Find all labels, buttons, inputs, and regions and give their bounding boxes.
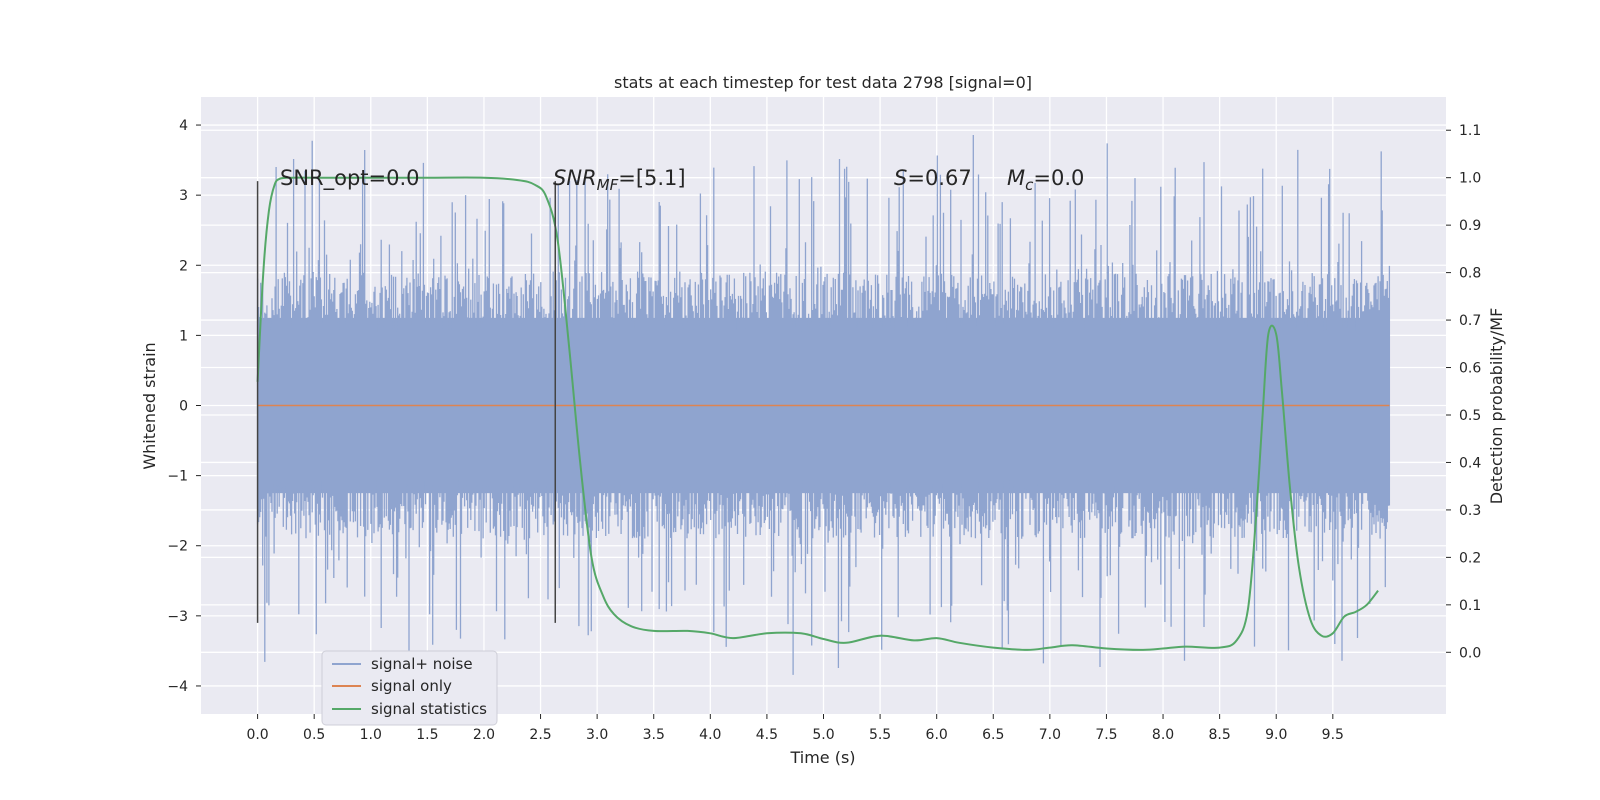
vertical-markers [256, 181, 557, 623]
y-tick-label-right: 0.9 [1459, 218, 1481, 234]
y-tick-label: 2 [179, 258, 188, 274]
s-prefix: S [894, 166, 907, 190]
s-value: =0.67 [907, 166, 971, 190]
y-tick-label-right: 0.2 [1459, 550, 1481, 566]
y-axis-label-right: Detection probability/MF [1487, 308, 1506, 505]
tick-labels: 0.0 0.5 1.0 1.5 2.0 2.5 3.0 3.5 4.0 4.5 5.0 5.5 6.0 6… [167, 118, 1481, 743]
signal-statistics-line [256, 176, 1379, 651]
y-axis-label: Whitened strain [140, 342, 159, 469]
x-tick-label: 1.0 [360, 727, 382, 743]
x-tick-label: 5.5 [869, 727, 891, 743]
y-tick-label: −1 [167, 469, 188, 485]
mc-annotation: Mc=0.0 [1007, 166, 1084, 194]
y-tick-label-right: 0.6 [1459, 361, 1481, 377]
snr-opt-annotation: SNR_opt=0.0 [280, 166, 420, 191]
y-tick-label: −4 [167, 679, 188, 695]
mc-value: =0.0 [1033, 166, 1084, 190]
s-annotation: S=0.67 [894, 166, 972, 190]
y-tick-label-right: 1.0 [1459, 171, 1481, 187]
x-tick-label: 2.5 [529, 727, 551, 743]
x-tick-label: 8.5 [1209, 727, 1231, 743]
mc-subscript: c [1025, 176, 1034, 194]
y-tick-label-right: 0.8 [1459, 266, 1481, 282]
x-tick-label: 0.0 [246, 727, 268, 743]
y-tick-label-right: 0.3 [1459, 503, 1481, 519]
x-tick-label: 3.0 [586, 727, 608, 743]
x-tick-label: 4.0 [699, 727, 721, 743]
x-tick-label: 2.0 [473, 727, 495, 743]
y-tick-label: 0 [179, 399, 188, 415]
legend-label-signal-only: signal only [371, 677, 452, 695]
y-tick-label-right: 0.0 [1459, 645, 1481, 661]
x-tick-label: 3.5 [643, 727, 665, 743]
line-series [256, 176, 1390, 651]
x-tick-label: 6.5 [982, 727, 1004, 743]
y-tick-label-right: 0.1 [1459, 598, 1481, 614]
x-tick-label: 4.5 [756, 727, 778, 743]
legend-box [321, 650, 498, 726]
snr-mf-subscript: MF [597, 176, 619, 194]
y-tick-label: −3 [167, 609, 188, 625]
y-tick-label-right: 0.5 [1459, 408, 1481, 424]
x-tick-label: 1.5 [416, 727, 438, 743]
chart-title: stats at each timestep for test data 279… [614, 73, 1032, 92]
x-tick-label: 5.0 [812, 727, 834, 743]
y-tick-label: 3 [179, 188, 188, 204]
x-tick-label: 9.5 [1322, 727, 1344, 743]
snr-mf-annotation: SNRMF=[5.1] [553, 166, 686, 194]
legend-label-signal-statistics: signal statistics [371, 700, 487, 718]
mc-prefix: M [1007, 166, 1025, 190]
y-tick-label: 4 [179, 118, 188, 134]
y-tick-label-right: 0.4 [1459, 455, 1481, 471]
x-tick-label: 0.5 [303, 727, 325, 743]
y-tick-label-right: 0.7 [1459, 313, 1481, 329]
x-axis-label: Time (s) [789, 748, 855, 767]
x-tick-label: 7.0 [1039, 727, 1061, 743]
y-tick-label-right: 1.1 [1459, 123, 1481, 139]
x-tick-label: 9.0 [1265, 727, 1287, 743]
y-tick-label: 1 [179, 328, 188, 344]
x-tick-label: 8.0 [1152, 727, 1174, 743]
x-tick-label: 7.5 [1095, 727, 1117, 743]
x-tick-label: 6.0 [926, 727, 948, 743]
snr-mf-prefix: SNR [553, 166, 597, 190]
legend: signal+ noise signal only signal statist… [321, 650, 498, 726]
snr-mf-value: =[5.1] [618, 166, 685, 190]
y-tick-label: −2 [167, 539, 188, 555]
legend-label-signal-noise: signal+ noise [371, 655, 473, 673]
